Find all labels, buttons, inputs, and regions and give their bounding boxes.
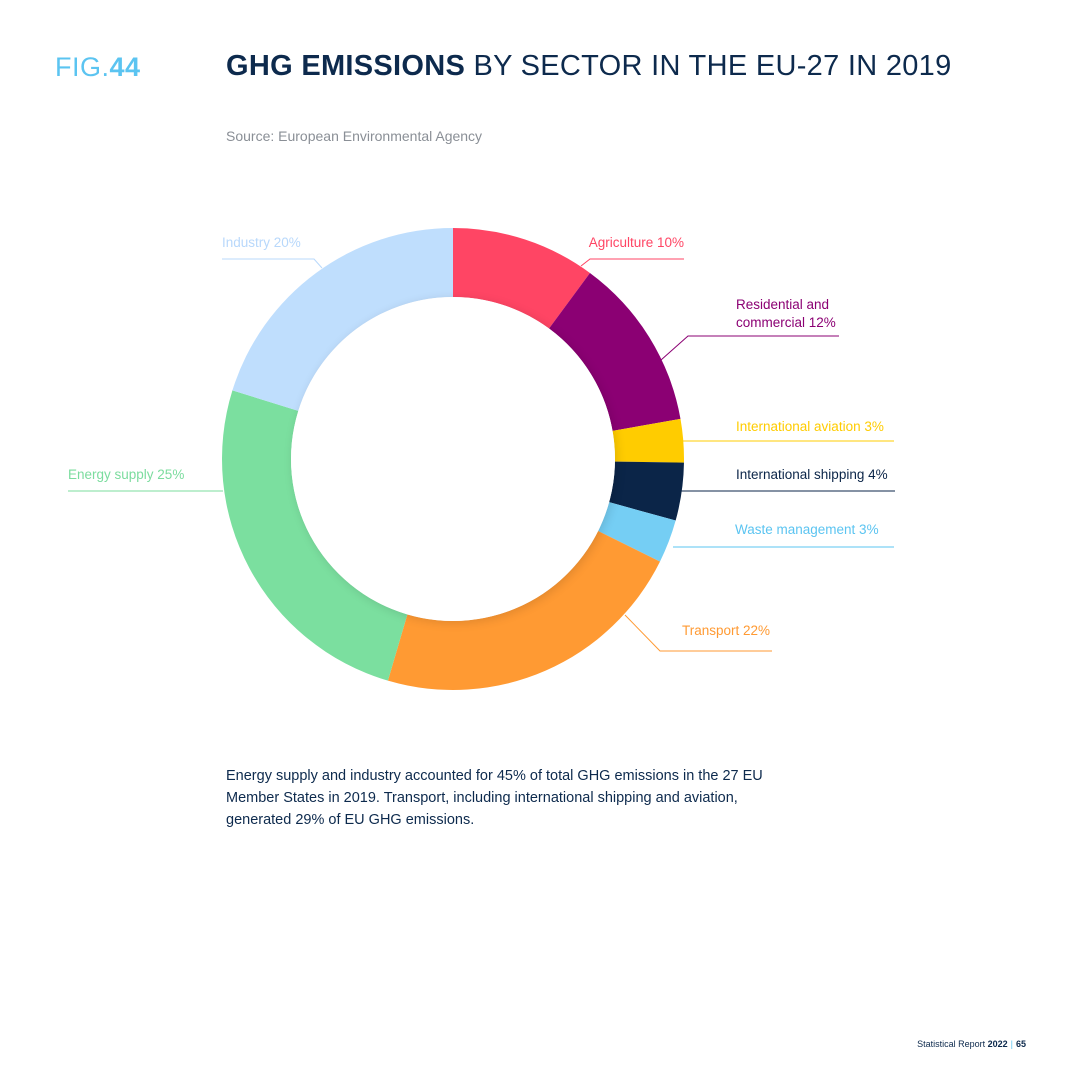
figure-number-value: 44 [109, 52, 141, 82]
label-energy-supply: Energy supply 25% [68, 467, 184, 482]
label-international-shipping: International shipping 4% [736, 467, 888, 482]
slice-energy-supply [222, 390, 408, 681]
label-industry: Industry 20% [222, 235, 301, 250]
leader-line-residential-and-commercial [660, 335, 839, 361]
footer-report: Statistical Report [917, 1039, 986, 1049]
slice-waste-management [598, 502, 676, 562]
figure-prefix: FIG. [55, 52, 110, 82]
leader-line-industry [222, 258, 323, 269]
source-note: Source: European Environmental Agency [226, 128, 483, 144]
leader-line-agriculture [580, 258, 684, 267]
label-waste-management: Waste management 3% [735, 522, 879, 537]
label-international-aviation: International aviation 3% [736, 419, 884, 434]
slice-international-shipping [609, 461, 684, 521]
chart-title-bold: GHG EMISSIONS [226, 50, 466, 82]
donut-hole [291, 297, 615, 621]
slice-industry [232, 228, 453, 411]
slice-international-aviation [612, 418, 685, 463]
chart-title-rest: BY SECTOR IN THE EU-27 IN 2019 [465, 50, 952, 82]
page-footer: Statistical Report 2022 | 65 [917, 1039, 1026, 1049]
caption-text: Energy supply and industry accounted for… [226, 768, 763, 828]
footer-year: 2022 [987, 1039, 1008, 1049]
label-transport: Transport 22% [682, 623, 770, 638]
leader-lines [68, 258, 895, 652]
slice-agriculture [453, 228, 590, 329]
leader-line-transport [624, 614, 772, 652]
slice-labels: Agriculture 10% Residential and commercial… [68, 235, 888, 638]
donut-slices [222, 228, 685, 690]
footer-page-number: 65 [1015, 1039, 1026, 1049]
slice-residential-and-commercial [549, 272, 681, 431]
footer-separator: | [1010, 1039, 1013, 1049]
slice-transport [387, 530, 660, 690]
chart-title: GHG EMISSIONS BY SECTOR IN THE EU-27 IN … [226, 50, 952, 83]
label-residential-and-commercial: Residential and commercial 12% [736, 297, 836, 330]
figure-number: FIG.44 [55, 52, 141, 83]
label-agriculture: Agriculture 10% [589, 235, 684, 250]
